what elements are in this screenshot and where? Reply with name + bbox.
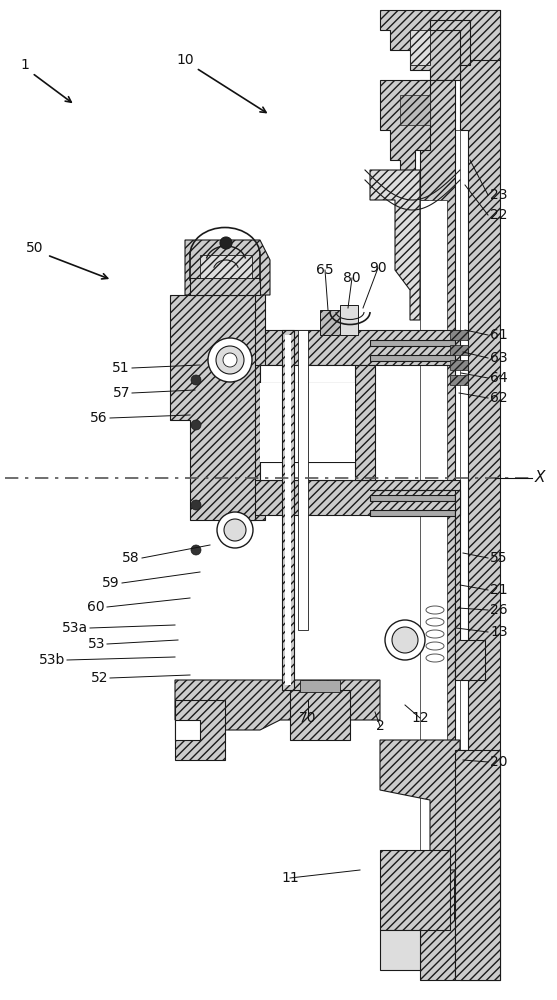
Bar [260, 462, 355, 480]
Polygon shape [410, 30, 430, 65]
Bar [370, 355, 455, 361]
Bar [340, 305, 358, 335]
Bar [175, 700, 225, 760]
Bar [420, 200, 447, 900]
Bar [400, 95, 430, 125]
Polygon shape [380, 10, 500, 80]
Circle shape [191, 375, 201, 385]
Text: X: X [535, 471, 545, 486]
Circle shape [216, 346, 244, 374]
Circle shape [217, 512, 253, 548]
Polygon shape [380, 80, 430, 170]
Polygon shape [455, 750, 500, 980]
Bar [355, 365, 375, 480]
Text: 10: 10 [176, 53, 194, 67]
Bar [260, 365, 355, 383]
Text: 64: 64 [490, 371, 507, 385]
Bar [380, 930, 420, 970]
Text: 51: 51 [113, 361, 130, 375]
Polygon shape [460, 10, 500, 980]
Circle shape [191, 545, 201, 555]
Bar [370, 495, 455, 501]
Bar [298, 330, 308, 630]
Polygon shape [370, 170, 420, 320]
Text: 2: 2 [375, 719, 384, 733]
Text: 1: 1 [21, 58, 30, 72]
Polygon shape [380, 740, 460, 920]
Bar [290, 690, 350, 740]
Circle shape [224, 519, 246, 541]
Text: 58: 58 [123, 551, 140, 565]
Text: 80: 80 [343, 271, 361, 285]
Bar [240, 365, 260, 480]
Polygon shape [430, 20, 470, 65]
Circle shape [220, 237, 232, 249]
Bar [260, 383, 355, 462]
Text: 57: 57 [113, 386, 130, 400]
Circle shape [392, 627, 418, 653]
Text: 61: 61 [490, 328, 508, 342]
Text: 23: 23 [490, 188, 507, 202]
Bar [240, 330, 460, 365]
Bar [450, 345, 468, 355]
Text: 65: 65 [316, 263, 334, 277]
Bar [380, 850, 450, 930]
Polygon shape [452, 130, 460, 750]
Text: 11: 11 [281, 871, 299, 885]
Text: 53: 53 [87, 637, 105, 651]
Text: 53a: 53a [62, 621, 88, 635]
Polygon shape [370, 490, 485, 680]
Polygon shape [420, 80, 455, 980]
Polygon shape [200, 255, 252, 278]
Text: 60: 60 [87, 600, 105, 614]
Text: 50: 50 [26, 241, 44, 255]
Polygon shape [185, 240, 270, 295]
Bar [285, 335, 291, 685]
Text: 26: 26 [490, 603, 507, 617]
Polygon shape [175, 680, 380, 730]
Text: 70: 70 [299, 711, 317, 725]
Text: 62: 62 [490, 391, 507, 405]
Circle shape [223, 353, 237, 367]
Text: 90: 90 [369, 261, 387, 275]
Text: 52: 52 [90, 671, 108, 685]
Text: 20: 20 [490, 755, 507, 769]
Bar [450, 360, 468, 370]
Bar [320, 310, 340, 335]
Circle shape [191, 500, 201, 510]
Bar [175, 720, 200, 740]
Bar [370, 340, 455, 346]
Text: 21: 21 [490, 583, 507, 597]
Bar [450, 375, 468, 385]
Text: 56: 56 [90, 411, 108, 425]
Bar [190, 278, 260, 295]
Circle shape [385, 620, 425, 660]
Bar [300, 680, 340, 692]
Circle shape [191, 420, 201, 430]
Text: 63: 63 [490, 351, 507, 365]
Bar [282, 330, 294, 690]
Text: 12: 12 [411, 711, 429, 725]
Bar [370, 510, 455, 516]
Text: 53b: 53b [38, 653, 65, 667]
Bar [240, 480, 460, 515]
Text: 55: 55 [490, 551, 507, 565]
Circle shape [208, 338, 252, 382]
Text: 13: 13 [490, 625, 507, 639]
Bar [240, 290, 265, 520]
Polygon shape [170, 295, 255, 520]
Text: 22: 22 [490, 208, 507, 222]
Text: 59: 59 [102, 576, 120, 590]
Bar [450, 330, 468, 340]
